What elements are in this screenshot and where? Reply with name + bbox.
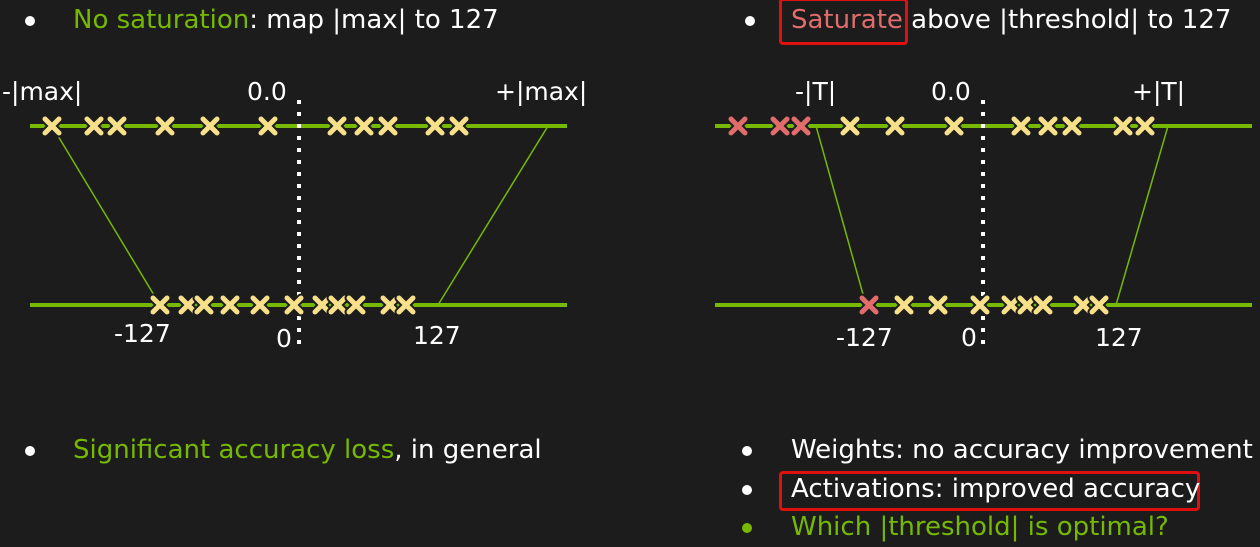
x-marker <box>378 293 402 317</box>
x-marker <box>198 114 222 138</box>
x-marker <box>376 114 400 138</box>
x-marker <box>1087 293 1111 317</box>
left-mapping-line-neg <box>51 125 161 306</box>
right-mapping-line-neg <box>815 125 867 306</box>
left-heading: No saturation: map |max| to 127 <box>73 5 499 35</box>
x-marker <box>192 293 216 317</box>
bullet-dot <box>25 16 35 26</box>
x-marker <box>344 293 368 317</box>
saturate-highlight-box <box>779 0 908 45</box>
weights-bullet: Weights: no accuracy improvement <box>791 435 1253 465</box>
saturated-x-marker <box>726 114 750 138</box>
right-top-neg-label: -|T| <box>795 77 837 106</box>
bullet-dot <box>25 446 35 456</box>
x-marker <box>105 114 129 138</box>
right-bottom-neg-label: -127 <box>836 323 893 352</box>
x-marker <box>1111 114 1135 138</box>
accuracy-loss-text: Significant accuracy loss <box>73 435 395 465</box>
x-marker <box>256 114 280 138</box>
x-marker <box>1009 114 1033 138</box>
bullet-dot <box>742 446 752 456</box>
x-marker <box>218 293 242 317</box>
right-top-zero-label: 0.0 <box>931 77 971 106</box>
x-marker <box>926 293 950 317</box>
x-marker <box>942 114 966 138</box>
activations-highlight-box <box>779 471 1200 511</box>
x-marker <box>1036 114 1060 138</box>
right-bottom-zero-label: 0 <box>961 323 977 352</box>
x-marker <box>999 293 1023 317</box>
right-bottom-pos-label: 127 <box>1095 323 1143 352</box>
left-heading-rest: : map |max| to 127 <box>249 5 499 35</box>
x-marker <box>82 114 106 138</box>
bullet-dot <box>745 16 755 26</box>
x-marker <box>1133 114 1157 138</box>
right-mapping-line-pos <box>1115 125 1169 306</box>
left-bottom-pos-label: 127 <box>413 321 461 350</box>
x-marker <box>148 293 172 317</box>
right-heading: Saturate above |threshold| to 127 <box>791 5 1231 35</box>
x-marker <box>325 114 349 138</box>
right-top-pos-label: +|T| <box>1132 77 1186 106</box>
left-top-zero-label: 0.0 <box>247 77 287 106</box>
x-marker <box>1060 114 1084 138</box>
x-marker <box>1031 293 1055 317</box>
saturated-x-marker <box>789 114 813 138</box>
threshold-question-bullet: Which |threshold| is optimal? <box>791 512 1169 542</box>
left-mapping-line-pos <box>437 125 549 306</box>
x-marker <box>447 114 471 138</box>
x-marker <box>310 293 334 317</box>
x-marker <box>883 114 907 138</box>
left-bottom-zero-label: 0 <box>276 324 292 353</box>
x-marker <box>326 293 350 317</box>
x-marker <box>40 114 64 138</box>
left-bottom-neg-label: -127 <box>114 319 171 348</box>
left-footer-rest: , in general <box>394 435 542 465</box>
x-marker <box>394 293 418 317</box>
x-marker <box>176 293 200 317</box>
left-top-pos-label: +|max| <box>495 77 588 106</box>
x-marker <box>423 114 447 138</box>
x-marker <box>892 293 916 317</box>
right-heading-rest: above |threshold| to 127 <box>902 5 1232 35</box>
markers-layer <box>40 114 1157 317</box>
x-marker <box>968 293 992 317</box>
saturate-text: Saturate <box>791 5 903 35</box>
activations-bullet: Activations: improved accuracy <box>791 474 1201 504</box>
x-marker <box>1015 293 1039 317</box>
saturated-x-marker <box>857 293 881 317</box>
x-marker <box>838 114 862 138</box>
x-marker <box>352 114 376 138</box>
x-marker <box>248 293 272 317</box>
bullet-dot <box>742 523 752 533</box>
saturated-x-marker <box>768 114 792 138</box>
x-marker <box>1071 293 1095 317</box>
bullet-dot <box>742 485 752 495</box>
left-footer: Significant accuracy loss, in general <box>73 435 542 465</box>
left-top-neg-label: -|max| <box>2 77 83 106</box>
x-marker <box>153 114 177 138</box>
no-saturation-text: No saturation <box>73 5 250 35</box>
x-marker <box>282 293 306 317</box>
